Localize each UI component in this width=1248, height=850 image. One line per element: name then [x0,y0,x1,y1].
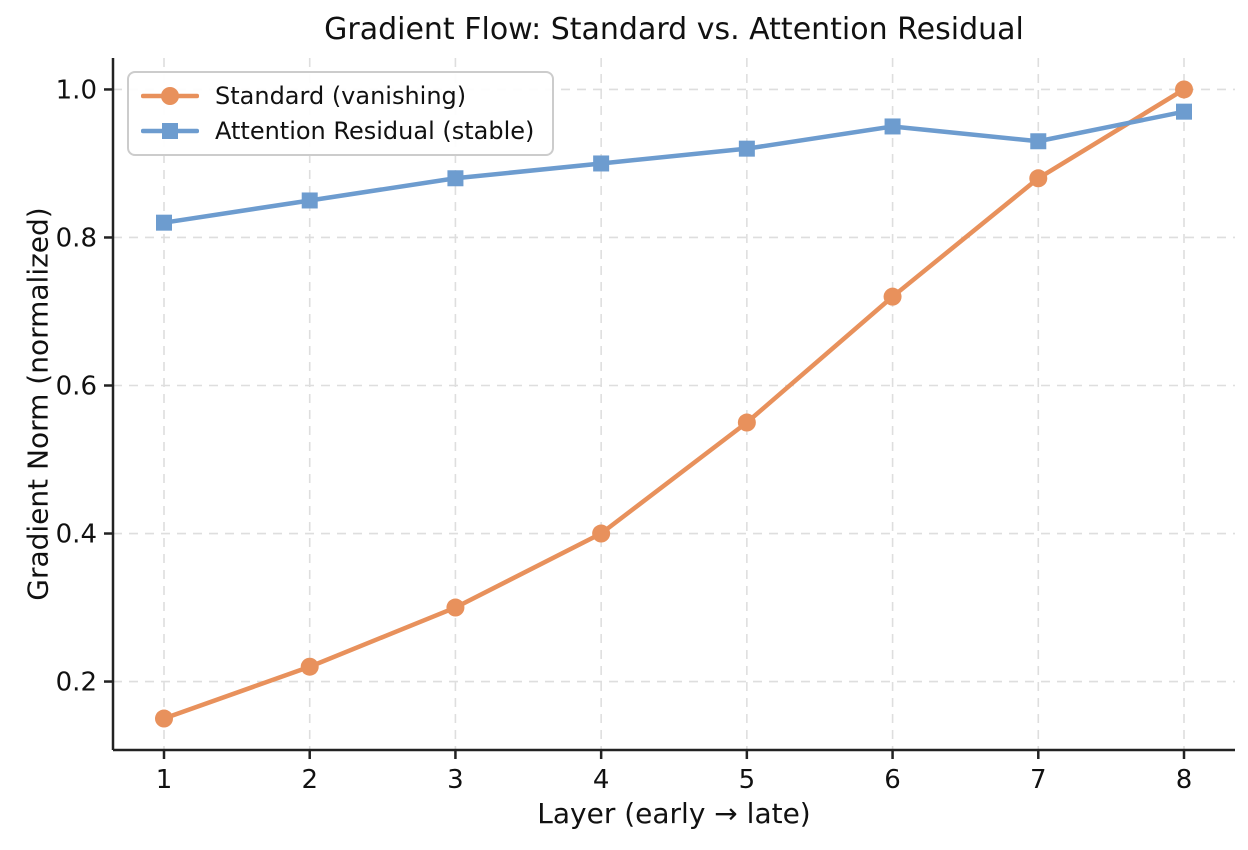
x-tick-label: 2 [301,765,318,795]
x-axis-label: Layer (early → late) [537,797,811,830]
attention-residual-data-point [1176,103,1192,120]
y-tick-label: 0.2 [56,668,97,698]
legend-item-attention-residual: Attention Residual (stable) [141,117,534,145]
standard-series-line [161,87,1187,721]
standard-data-point [446,598,465,617]
attention-residual-data-point [738,140,755,157]
legend-handle-marker [162,123,178,139]
chart-title: Gradient Flow: Standard vs. Attention Re… [324,12,1024,47]
y-tick-label: 0.4 [56,520,97,550]
y-tick-label: 1.0 [56,75,97,105]
legend-label-standard: Standard (vanishing) [215,82,467,110]
attention-residual-series-line [161,109,1187,225]
y-tick-label: 0.6 [56,371,97,401]
x-tick-label: 3 [447,765,464,795]
standard-data-point [592,524,611,543]
standard-data-point [1175,80,1193,99]
x-tick-label: 7 [1030,765,1047,795]
y-tick-label: 0.8 [56,223,97,253]
x-tick-label: 4 [593,765,610,795]
attention-residual-series-swatch-icon [141,123,199,139]
x-tick-label: 6 [884,765,901,795]
attention-residual-data-point [447,170,464,187]
x-tick-label: 5 [739,765,756,795]
legend-handle-marker [161,87,179,105]
standard-data-point [1029,169,1048,188]
x-tick-label: 8 [1176,765,1193,795]
attention-residual-data-point [884,118,901,135]
attention-residual-data-point [156,214,172,231]
attention-residual-data-point [301,192,318,209]
standard-series-swatch-icon [141,87,199,105]
y-axis-label: Gradient Norm (normalized) [21,207,55,601]
legend-item-standard: Standard (vanishing) [141,82,534,110]
attention-residual-data-point [1030,133,1047,150]
standard-data-point [300,657,319,676]
standard-data-point [883,287,902,306]
legend: Standard (vanishing) Attention Residual … [127,71,555,156]
x-tick-label: 1 [156,765,173,795]
legend-label-attention-residual: Attention Residual (stable) [215,117,535,145]
attention-residual-data-point [593,155,610,172]
standard-data-point [737,413,756,432]
standard-data-point [155,709,173,728]
